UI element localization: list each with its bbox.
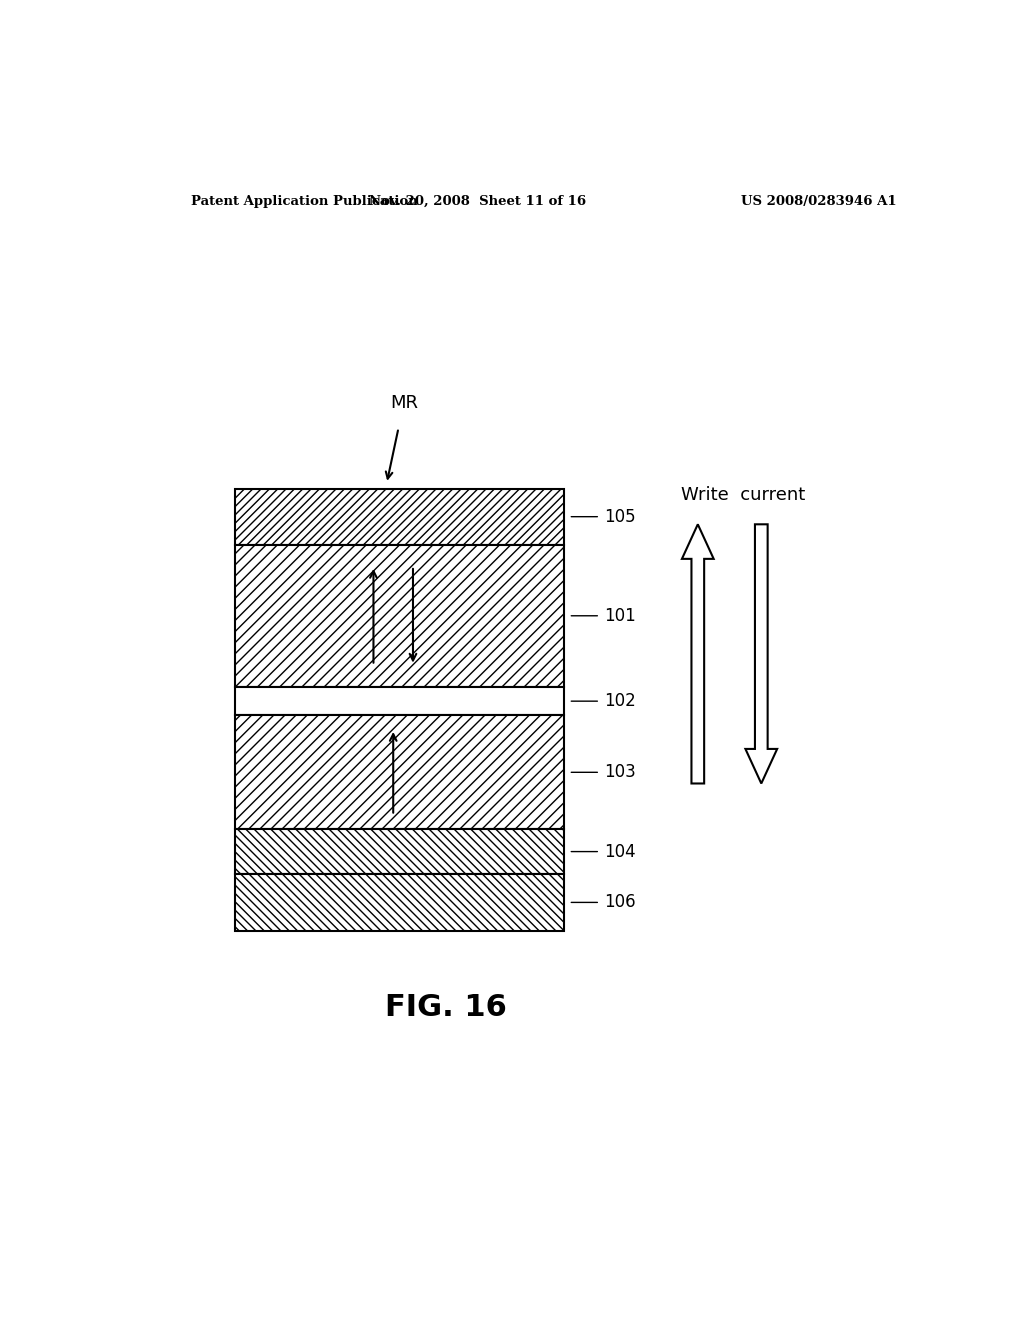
Bar: [236, 545, 564, 686]
Bar: [236, 686, 564, 715]
Text: 101: 101: [604, 607, 636, 624]
Text: Nov. 20, 2008  Sheet 11 of 16: Nov. 20, 2008 Sheet 11 of 16: [369, 194, 586, 207]
Text: 103: 103: [604, 763, 636, 781]
Text: 105: 105: [604, 508, 636, 525]
Text: 102: 102: [604, 692, 636, 710]
Text: US 2008/0283946 A1: US 2008/0283946 A1: [740, 194, 896, 207]
Text: MR: MR: [390, 395, 418, 412]
Text: 104: 104: [604, 842, 636, 861]
Text: FIG. 16: FIG. 16: [384, 993, 507, 1022]
Polygon shape: [682, 524, 714, 784]
Bar: [236, 715, 564, 829]
Text: Write  current: Write current: [681, 486, 805, 504]
Bar: [236, 488, 564, 545]
Bar: [236, 829, 564, 874]
Polygon shape: [745, 524, 777, 784]
Text: 106: 106: [604, 894, 636, 911]
Bar: [236, 874, 564, 931]
Text: Patent Application Publication: Patent Application Publication: [191, 194, 418, 207]
